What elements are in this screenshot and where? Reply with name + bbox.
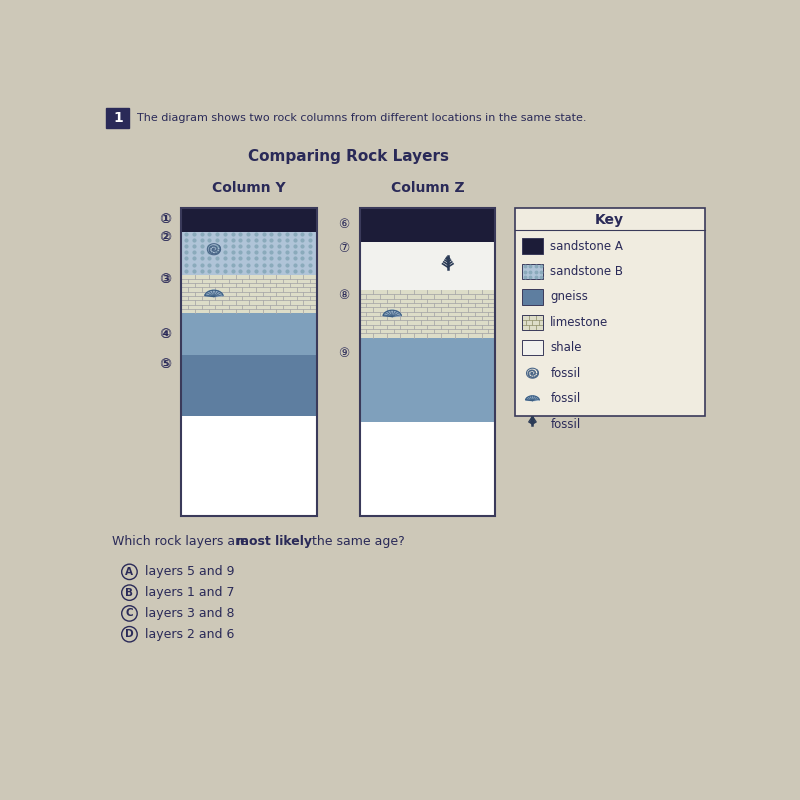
Text: the same age?: the same age? bbox=[308, 534, 405, 547]
Text: ④: ④ bbox=[158, 328, 170, 341]
Text: ⑧: ⑧ bbox=[338, 290, 350, 302]
Text: 1: 1 bbox=[113, 111, 122, 126]
Bar bbox=[360, 242, 495, 290]
Bar bbox=[522, 238, 542, 254]
Polygon shape bbox=[205, 290, 223, 297]
Bar bbox=[360, 208, 495, 516]
Text: D: D bbox=[125, 630, 134, 639]
Text: fossil: fossil bbox=[550, 418, 581, 430]
Text: sandstone B: sandstone B bbox=[550, 265, 623, 278]
Text: fossil: fossil bbox=[550, 366, 581, 380]
Text: ⑥: ⑥ bbox=[338, 218, 350, 231]
Text: sandstone A: sandstone A bbox=[550, 240, 623, 253]
Text: limestone: limestone bbox=[550, 316, 609, 329]
Text: ①: ① bbox=[160, 214, 171, 226]
Text: Column Y: Column Y bbox=[212, 182, 286, 195]
Text: layers 1 and 7: layers 1 and 7 bbox=[145, 586, 234, 599]
Text: The diagram shows two rock columns from different locations in the same state.: The diagram shows two rock columns from … bbox=[138, 114, 586, 123]
Text: most likely: most likely bbox=[236, 534, 312, 547]
Text: ④: ④ bbox=[160, 328, 171, 341]
Bar bbox=[522, 340, 542, 355]
Text: Comparing Rock Layers: Comparing Rock Layers bbox=[247, 149, 449, 163]
Text: Column Z: Column Z bbox=[390, 182, 464, 195]
Bar bbox=[522, 314, 542, 330]
Bar bbox=[182, 274, 317, 313]
Bar bbox=[360, 290, 495, 338]
Bar bbox=[360, 208, 495, 242]
Text: layers 5 and 9: layers 5 and 9 bbox=[145, 566, 234, 578]
Text: ⑤: ⑤ bbox=[158, 358, 170, 371]
Text: ⑤: ⑤ bbox=[160, 358, 171, 371]
Text: ③: ③ bbox=[160, 273, 171, 286]
Bar bbox=[106, 108, 130, 128]
Text: Which rock layers are: Which rock layers are bbox=[112, 534, 251, 547]
Bar bbox=[182, 232, 317, 274]
Text: shale: shale bbox=[550, 342, 582, 354]
Text: ③: ③ bbox=[158, 273, 170, 286]
Polygon shape bbox=[383, 310, 402, 317]
Polygon shape bbox=[526, 396, 539, 401]
Bar bbox=[182, 313, 317, 355]
Bar bbox=[360, 338, 495, 422]
Bar bbox=[182, 208, 317, 516]
Bar bbox=[522, 290, 542, 305]
Text: layers 2 and 6: layers 2 and 6 bbox=[145, 628, 234, 641]
Text: ⑨: ⑨ bbox=[338, 346, 350, 359]
Text: ⑦: ⑦ bbox=[338, 242, 350, 254]
Bar bbox=[182, 355, 317, 415]
Bar bbox=[514, 208, 705, 415]
Text: ①: ① bbox=[158, 214, 170, 226]
Bar bbox=[522, 314, 542, 330]
Bar bbox=[522, 264, 542, 279]
Bar bbox=[182, 208, 317, 232]
Text: gneiss: gneiss bbox=[550, 290, 588, 303]
Text: Key: Key bbox=[595, 213, 624, 227]
Text: ②: ② bbox=[158, 231, 170, 244]
Text: A: A bbox=[126, 567, 134, 577]
Bar bbox=[360, 208, 495, 516]
Text: B: B bbox=[126, 588, 134, 598]
Text: ②: ② bbox=[160, 231, 171, 244]
Text: layers 3 and 8: layers 3 and 8 bbox=[145, 607, 234, 620]
Text: C: C bbox=[126, 609, 134, 618]
Bar bbox=[182, 208, 317, 516]
Text: fossil: fossil bbox=[550, 392, 581, 405]
